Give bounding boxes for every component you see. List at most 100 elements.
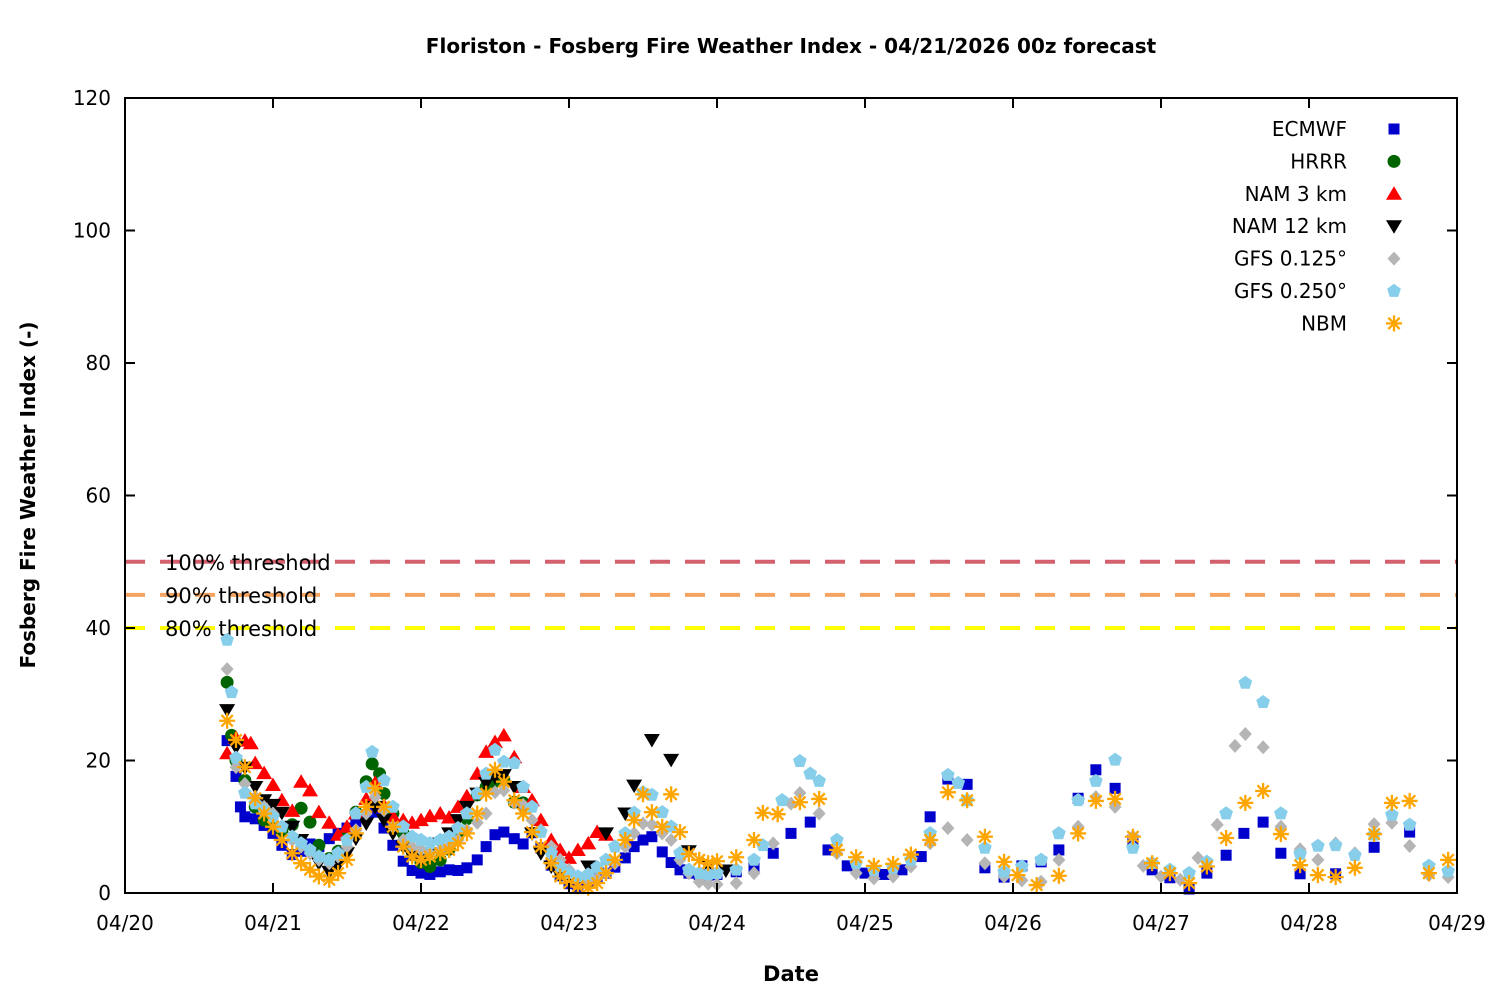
point-gfs-0-250 — [729, 862, 744, 876]
x-tick-label: 04/23 — [540, 911, 598, 935]
point-nbm — [1238, 796, 1252, 810]
point-nbm — [904, 848, 918, 862]
point-gfs-0-125 — [627, 826, 641, 841]
point-ecmwf — [915, 851, 927, 863]
point-nbm — [978, 830, 992, 844]
point-nbm — [1219, 831, 1233, 845]
point-nbm — [645, 805, 659, 819]
point-gfs-0-250 — [747, 852, 761, 866]
point-gfs-0-250 — [941, 767, 955, 781]
point-nbm — [488, 763, 502, 777]
point-gfs-0-125 — [1238, 727, 1252, 741]
point-nam-3-km — [450, 799, 466, 813]
legend-marker-gfs-0-250 — [1387, 283, 1401, 297]
point-nbm — [1293, 858, 1307, 872]
y-tick-label: 40 — [86, 616, 111, 640]
threshold-label-40: 80% threshold — [165, 617, 317, 641]
point-nbm — [710, 854, 724, 868]
point-ecmwf — [508, 833, 520, 845]
threshold-label-45: 90% threshold — [165, 584, 317, 608]
point-nbm — [571, 879, 585, 893]
point-nbm — [220, 714, 234, 728]
point-gfs-0-125 — [793, 785, 807, 800]
point-nam-3-km — [432, 806, 449, 820]
point-ecmwf — [859, 867, 871, 879]
point-nam-3-km — [293, 774, 310, 788]
point-gfs-0-250 — [1256, 695, 1270, 709]
y-tick-label: 60 — [86, 484, 111, 508]
point-nam-3-km — [256, 765, 273, 780]
point-gfs-0-250 — [756, 838, 770, 852]
point-ecmwf — [656, 846, 668, 858]
point-nbm — [747, 833, 761, 847]
point-gfs-0-250 — [655, 804, 670, 818]
chart-title: Floriston - Fosberg Fire Weather Index -… — [425, 34, 1157, 58]
point-nbm — [627, 813, 641, 827]
point-ecmwf — [1294, 868, 1306, 880]
point-gfs-0-250 — [224, 685, 239, 699]
point-ecmwf — [350, 815, 362, 827]
legend-marker-nam-12-km — [1386, 220, 1402, 234]
point-gfs-0-250 — [423, 836, 437, 850]
point-nbm — [1163, 866, 1177, 880]
x-tick-label: 04/21 — [244, 911, 302, 935]
point-nbm — [544, 856, 558, 870]
x-tick-label: 04/22 — [392, 911, 450, 935]
point-nbm — [1182, 876, 1196, 890]
point-ecmwf — [1109, 782, 1121, 794]
point-gfs-0-250 — [1293, 846, 1307, 860]
point-gfs-0-250 — [229, 750, 243, 764]
point-ecmwf — [498, 826, 510, 838]
point-nam-3-km — [569, 842, 586, 856]
point-ecmwf — [378, 822, 390, 834]
point-gfs-0-125 — [960, 833, 974, 847]
point-nbm — [886, 857, 900, 871]
point-gfs-0-250 — [590, 859, 604, 873]
point-nbm — [396, 840, 410, 854]
point-nbm — [497, 775, 511, 789]
point-nbm — [1010, 868, 1024, 882]
point-gfs-0-250 — [803, 766, 818, 780]
point-ecmwf — [221, 735, 233, 747]
point-nbm — [793, 795, 807, 809]
point-gfs-0-250 — [544, 846, 559, 860]
point-gfs-0-250 — [1385, 807, 1399, 821]
point-gfs-0-125 — [525, 813, 539, 828]
point-nbm — [636, 787, 650, 801]
point-gfs-0-250 — [1238, 675, 1253, 689]
point-nbm — [359, 800, 373, 814]
point-ecmwf — [961, 778, 973, 790]
legend-marker-nbm — [1387, 316, 1401, 330]
point-nam-12-km — [478, 777, 495, 791]
point-nam-12-km — [219, 704, 236, 718]
point-nbm — [285, 846, 299, 860]
point-nbm — [1441, 853, 1455, 867]
point-ecmwf — [804, 816, 816, 828]
point-nbm — [1385, 796, 1399, 810]
point-gfs-0-250 — [1441, 863, 1455, 877]
point-nbm — [553, 869, 567, 883]
point-nam-3-km — [458, 788, 475, 803]
point-ecmwf — [443, 864, 455, 876]
point-hrrr — [294, 801, 308, 815]
point-nbm — [331, 866, 345, 880]
point-hrrr — [303, 815, 317, 829]
point-hrrr — [220, 675, 234, 689]
point-nbm — [1052, 869, 1066, 883]
point-nbm — [1200, 860, 1214, 873]
point-hrrr — [423, 860, 437, 873]
point-ecmwf — [878, 868, 890, 880]
point-gfs-0-250 — [460, 806, 474, 820]
point-nbm — [849, 850, 863, 864]
x-tick-label: 04/20 — [96, 911, 154, 935]
point-gfs-0-125 — [729, 876, 743, 891]
point-gfs-0-250 — [710, 865, 724, 879]
point-nbm — [266, 820, 280, 834]
x-tick-label: 04/25 — [836, 911, 894, 935]
point-ecmwf — [1275, 847, 1287, 859]
point-gfs-0-250 — [951, 775, 966, 789]
point-nbm — [275, 833, 289, 847]
legend-marker-ecmwf — [1388, 123, 1400, 135]
point-ecmwf — [785, 827, 797, 839]
